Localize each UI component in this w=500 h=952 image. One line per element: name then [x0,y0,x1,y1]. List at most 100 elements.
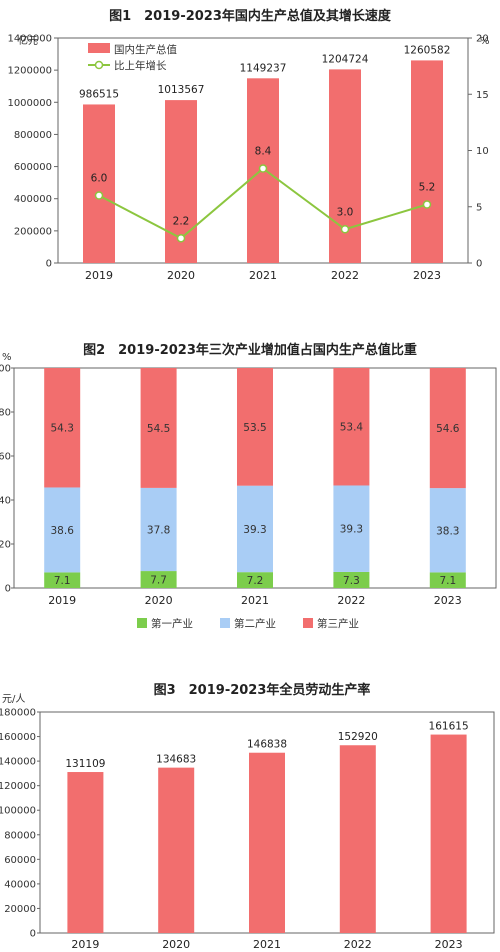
y-tick-label: 60000 [4,855,36,866]
legend-swatch-gdp [88,43,110,53]
x-tick-label: 2022 [331,269,359,282]
chart-title: 图1 2019-2023年国内生产总值及其增长速度 [109,8,392,24]
segment-value-label: 7.3 [343,575,360,587]
chart-labor-productivity: 图3 2019-2023年全员劳动生产率 元/人 0 20000 40000 6000… [0,682,495,951]
bar-gdp-2023 [411,60,443,263]
stack-segment-1-2019 [44,572,81,588]
y-tick-label: 1000000 [7,98,52,109]
segment-value-label: 7.2 [247,575,264,587]
y2-tick-label: 10 [476,146,489,157]
x-tick-label: 2023 [413,269,441,282]
growth-value-label: 8.4 [255,146,272,158]
bar-value-label: 146838 [247,739,287,751]
x-tick-label: 2020 [167,269,195,282]
chart-gdp: 图1 2019-2023年国内生产总值及其增长速度 亿元 % 0 200000 40… [7,8,490,282]
y-tick-label: 1200000 [7,66,52,77]
chart-title: 图3 2019-2023年全员劳动生产率 [154,682,371,698]
bar-value-label: 1149237 [240,62,287,74]
growth-point-2021 [258,164,268,173]
y-tick-label: 20 [0,540,11,551]
legend-label-tertiary: 第三产业 [317,617,359,630]
segment-value-label: 54.3 [51,423,74,435]
stack-segment-3-2022 [333,368,370,486]
bar-value-label: 1204724 [322,53,369,65]
segment-value-label: 7.7 [150,575,167,587]
segment-value-label: 37.8 [147,524,170,536]
bar-productivity-2022 [339,745,376,933]
bar-gdp-2019 [83,104,115,264]
stack-segment-3-2023 [429,368,466,489]
bar-value-label: 131109 [65,758,105,770]
segment-value-label: 7.1 [439,575,456,587]
y-axis-label: 亿元 [18,34,38,47]
segment-value-label: 39.3 [340,524,363,536]
y-axis-label: % [2,352,12,363]
stack-segment-2-2022 [333,485,370,572]
segment-value-label: 53.5 [243,422,266,434]
y-tick-label: 180000 [0,708,36,719]
y-tick-label: 1400000 [7,34,52,45]
growth-point-2023 [422,200,432,209]
x-tick-label: 2021 [241,594,269,607]
y2-tick-label: 20 [476,34,489,45]
x-tick-label: 2019 [85,269,113,282]
stack-segment-3-2020 [140,368,177,488]
bar-productivity-2021 [249,752,285,933]
legend-label-primary: 第一产业 [151,617,193,630]
growth-point-2020 [176,234,186,243]
growth-value-label: 5.2 [419,182,436,194]
growth-value-label: 2.2 [173,215,190,227]
y-tick-label: 120000 [0,781,36,792]
x-tick-label: 2021 [249,269,277,282]
growth-point-2022 [340,225,350,234]
segment-value-label: 54.6 [436,423,460,435]
x-tick-label: 2019 [48,594,76,607]
bar-value-label: 1260582 [404,44,451,56]
bar-value-label: 161615 [429,721,469,733]
segment-value-label: 39.3 [243,524,266,536]
y-tick-label: 800000 [14,130,52,141]
y-tick-label: 60 [0,452,11,463]
x-tick-label: 2022 [344,938,372,951]
y-tick-label: 0 [5,584,11,595]
y-tick-label: 20000 [4,904,36,915]
segment-value-label: 38.6 [51,525,75,537]
chart-title: 图2 2019-2023年三次产业增加值占国内生产总值比重 [83,342,417,358]
bar-productivity-2020 [158,767,195,933]
stack-segment-2-2023 [429,488,466,573]
y-tick-label: 0 [30,929,36,940]
y-tick-label: 400000 [14,194,52,205]
legend: 第一产业 第二产业 第三产业 [137,617,359,630]
y-tick-label: 140000 [0,757,36,768]
legend-swatch-primary [137,618,147,628]
bar-productivity-2023 [430,734,467,933]
y-tick-label: 160000 [0,732,36,743]
stack-segment-2-2021 [237,485,273,573]
chart-industry-share: 图2 2019-2023年三次产业增加值占国内生产总值比重 % 0 20 40 60 8… [0,342,497,630]
y2-tick-label: 0 [476,259,482,270]
legend-swatch-secondary [220,618,230,628]
bar-gdp-2022 [329,69,361,264]
y-tick-label: 40000 [4,879,36,890]
y-tick-label: 600000 [14,162,52,173]
y-tick-label: 100000 [0,806,36,817]
bar-value-label: 986515 [79,88,119,100]
legend-marker-growth [94,60,104,70]
x-tick-label: 2023 [434,594,462,607]
stack-segment-2-2020 [140,487,177,572]
x-tick-label: 2019 [71,938,99,951]
segment-value-label: 7.1 [54,575,71,587]
x-tick-label: 2020 [145,594,173,607]
stack-segment-2-2019 [44,487,81,573]
stack-segment-1-2022 [333,571,370,588]
growth-point-2019 [94,191,104,200]
y-tick-label: 40 [0,496,11,507]
legend-label-gdp: 国内生产总值 [114,43,177,56]
bar-value-label: 152920 [338,731,378,743]
x-tick-label: 2022 [337,594,365,607]
legend-label-secondary: 第二产业 [234,617,276,630]
legend-label-growth: 比上年增长 [114,59,167,72]
y2-tick-label: 15 [476,90,489,101]
y2-axis-label: % [480,36,490,47]
